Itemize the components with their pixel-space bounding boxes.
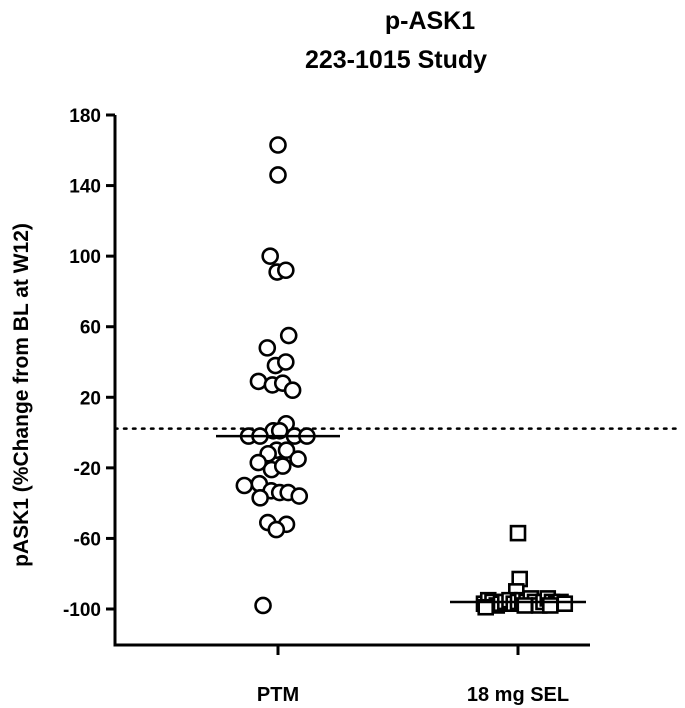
data-point-ptm [267, 520, 286, 539]
data-point-sel [477, 598, 495, 616]
data-point-ptm [283, 381, 302, 400]
data-point-ptm [277, 353, 295, 371]
y-tick-label: -60 [74, 529, 101, 550]
data-point-ptm [269, 166, 287, 184]
data-point-ptm [269, 136, 287, 154]
chart-title-line-2: 223-1015 Study [305, 46, 487, 74]
data-point-ptm [279, 326, 298, 345]
data-point-ptm [254, 596, 272, 615]
data-point-ptm [249, 453, 268, 472]
x-tick-label: 18 mg SEL [467, 684, 569, 706]
data-point-ptm [289, 450, 307, 468]
data-point-ptm [249, 372, 268, 391]
data-point-sel [556, 595, 574, 613]
data-point-ptm [251, 489, 269, 507]
data-point-ptm [258, 339, 277, 357]
y-tick-label: 100 [69, 247, 101, 268]
data-point-sel [541, 597, 559, 614]
y-tick-label: 180 [69, 106, 101, 127]
data-point-ptm [277, 441, 296, 460]
data-point-sel [509, 524, 527, 542]
y-tick-label: -100 [63, 600, 101, 621]
data-point-ptm [273, 457, 292, 475]
chart-title-line-1: p-ASK1 [385, 7, 475, 35]
y-axis-label: pASK1 (%Change from BL at W12) [10, 223, 33, 567]
data-point-ptm [277, 261, 295, 280]
y-tick-label: 140 [69, 177, 101, 198]
data-point-ptm [270, 422, 289, 440]
data-point-ptm [261, 247, 279, 265]
data-point-ptm [290, 487, 309, 505]
x-tick-label: PTM [257, 684, 299, 706]
data-point-sel [516, 597, 534, 614]
plot-area: 180 140 100 60 20 -20 -60 -100 PTM 18 mg SEL [63, 106, 680, 706]
y-tick-label: 60 [80, 318, 101, 339]
y-tick-label: -20 [74, 459, 101, 480]
data-point-ptm [235, 476, 254, 495]
y-tick-label: 20 [80, 388, 101, 409]
